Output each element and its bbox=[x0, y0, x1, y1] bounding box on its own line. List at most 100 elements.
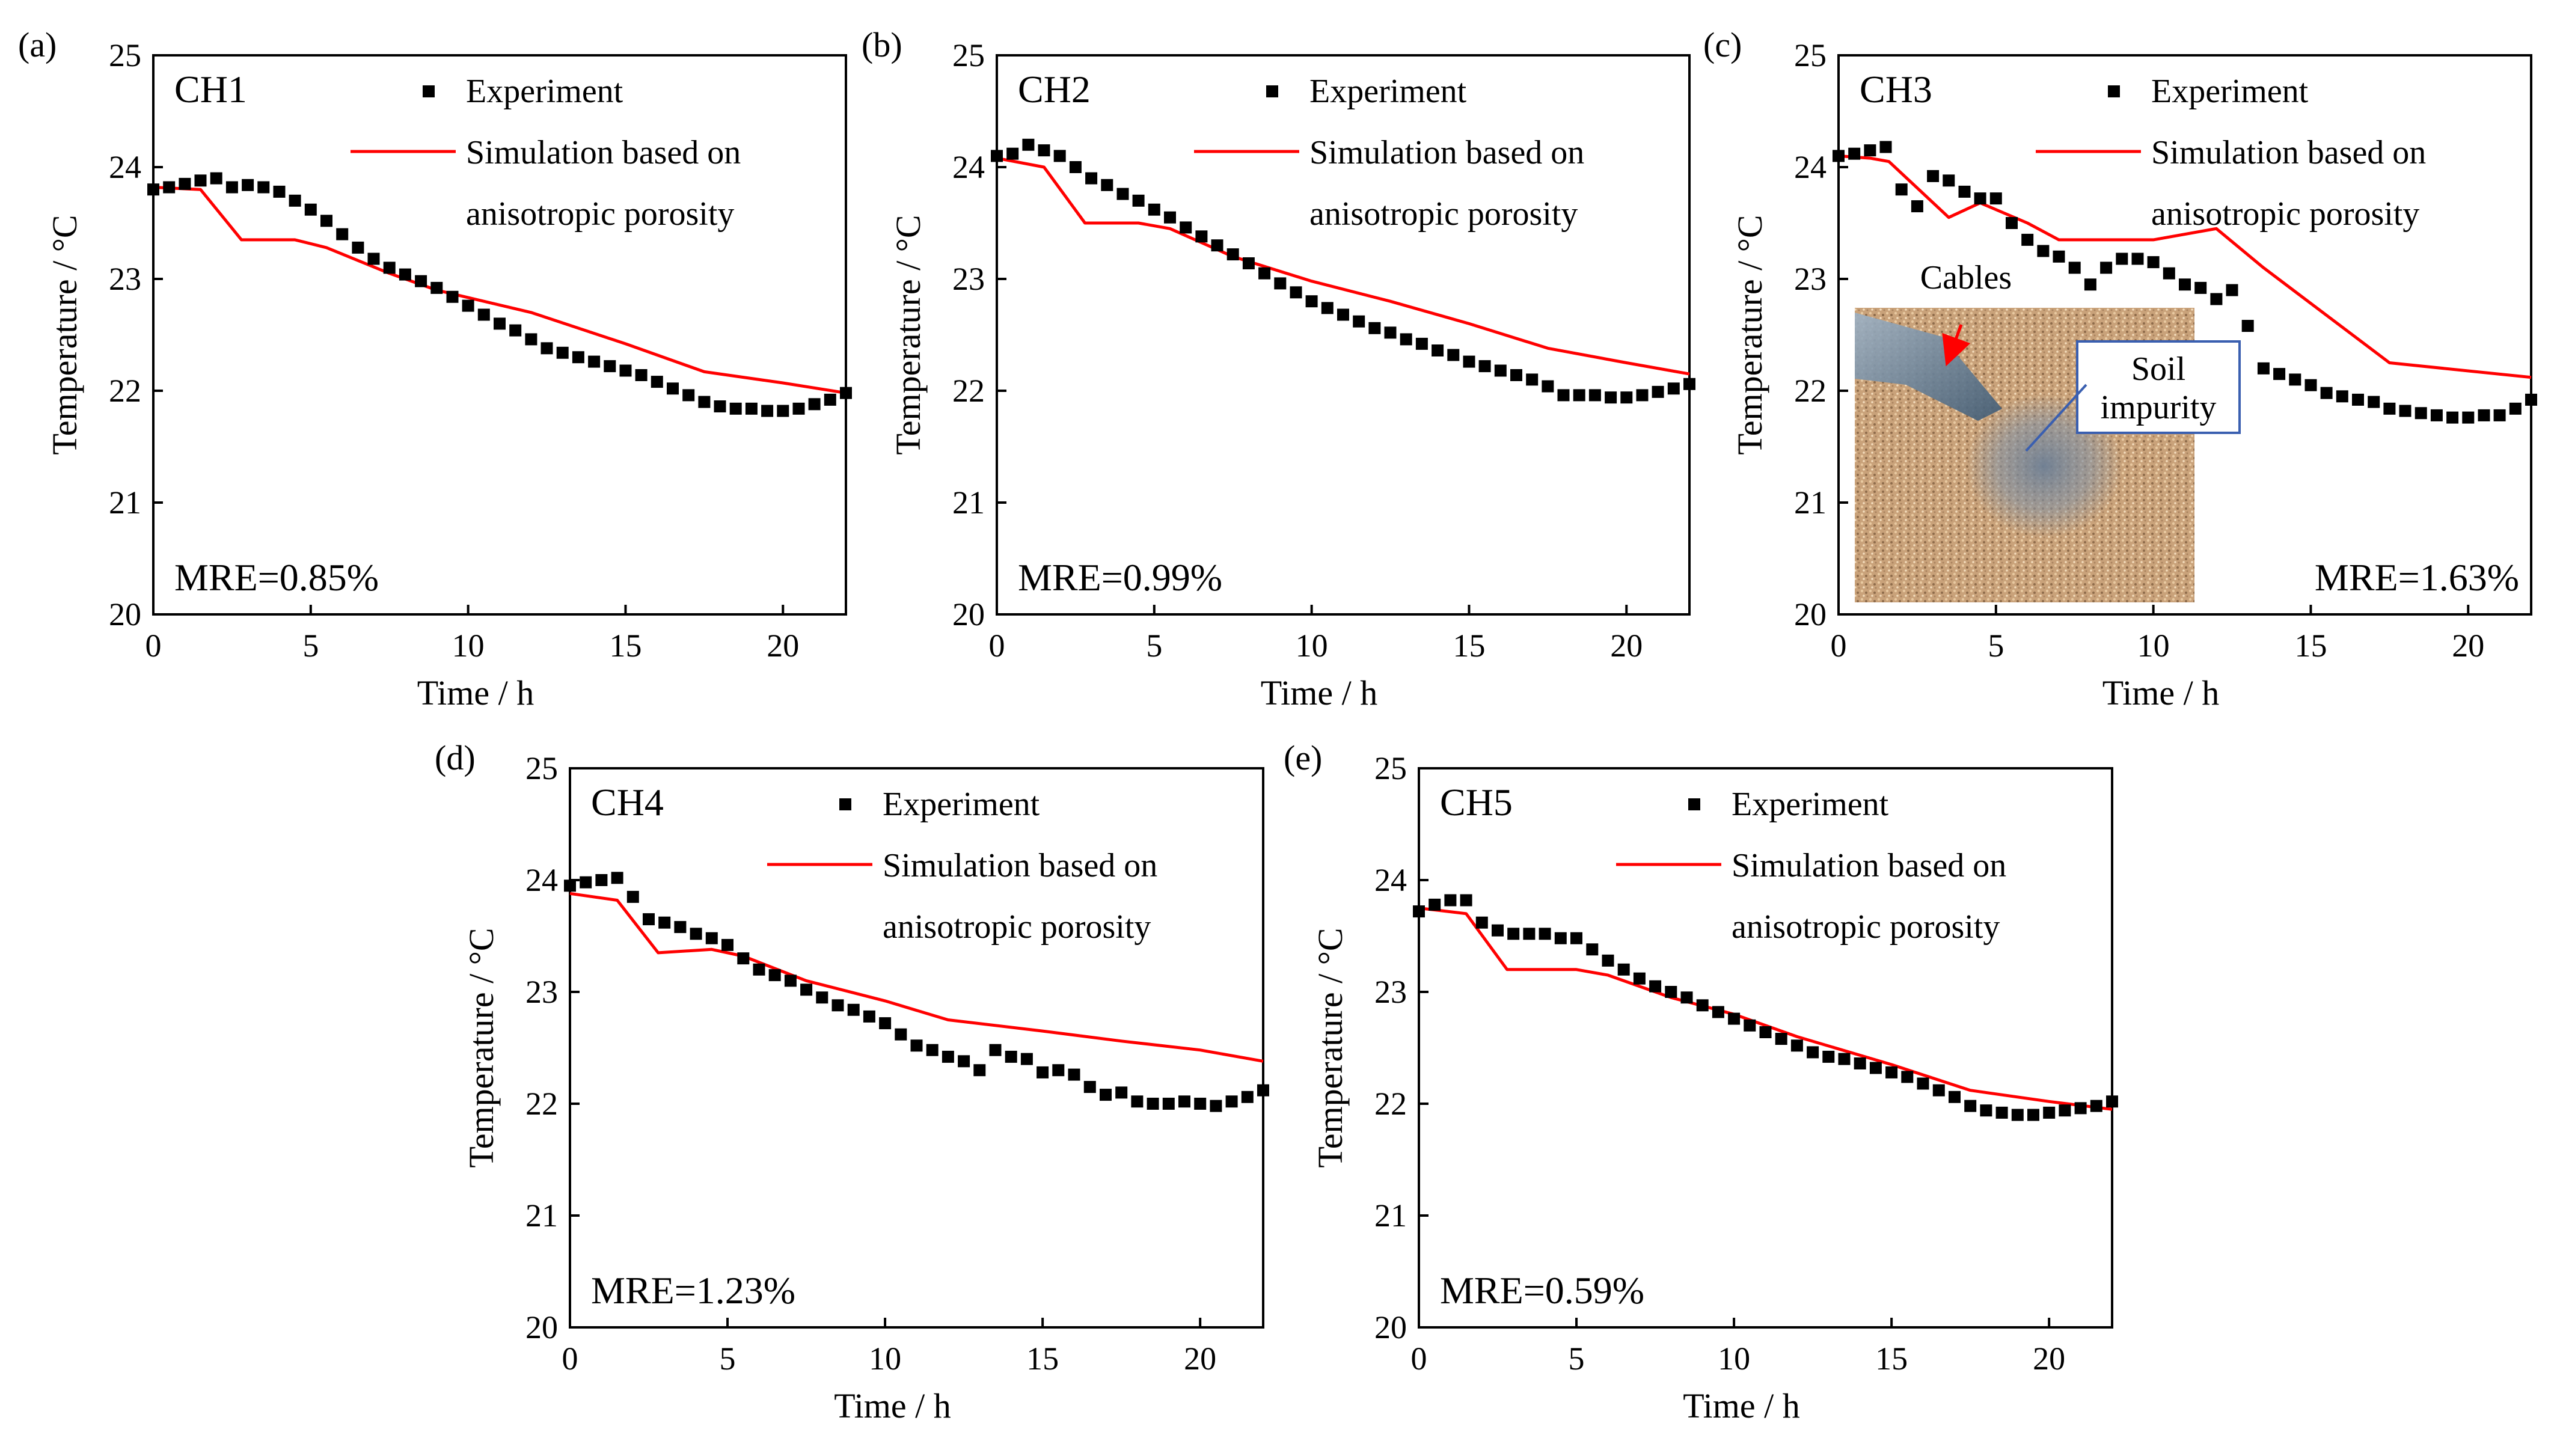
experiment-point bbox=[2368, 396, 2380, 408]
experiment-point bbox=[1895, 183, 1908, 196]
experiment-point bbox=[494, 317, 506, 330]
x-tick-label: 0 bbox=[1831, 628, 1847, 664]
legend-experiment-label: Experiment bbox=[466, 73, 623, 110]
y-tick-label: 25 bbox=[1374, 750, 1407, 786]
x-axis-label: Time / h bbox=[2102, 673, 2219, 712]
experiment-point bbox=[1833, 150, 1845, 162]
experiment-point bbox=[1885, 1066, 1898, 1078]
experiment-point bbox=[1195, 230, 1208, 243]
experiment-point bbox=[367, 252, 380, 265]
x-tick-label: 20 bbox=[1184, 1341, 1216, 1377]
experiment-point bbox=[525, 333, 537, 346]
simulation-series-line bbox=[996, 156, 1690, 376]
experiment-point bbox=[2399, 405, 2412, 417]
experiment-point bbox=[1542, 380, 1554, 393]
experiment-point bbox=[816, 991, 828, 1004]
experiment-point bbox=[1429, 898, 1441, 911]
experiment-point bbox=[2179, 278, 2191, 291]
legend-experiment-marker bbox=[2108, 85, 2120, 97]
experiment-point bbox=[1068, 1068, 1080, 1081]
x-tick-label: 0 bbox=[562, 1341, 578, 1377]
simulation-series-line bbox=[569, 892, 1264, 1063]
experiment-point bbox=[1241, 1090, 1254, 1103]
experiment-point bbox=[1432, 344, 1444, 356]
channel-title: CH4 bbox=[591, 781, 664, 824]
x-tick-label: 20 bbox=[2033, 1341, 2065, 1377]
y-tick-label: 20 bbox=[109, 596, 141, 632]
experiment-point bbox=[1554, 932, 1567, 944]
experiment-point bbox=[1400, 333, 1412, 346]
y-tick-label: 24 bbox=[1794, 149, 1827, 185]
experiment-point bbox=[2059, 1104, 2071, 1117]
experiment-point bbox=[1415, 337, 1428, 350]
experiment-point bbox=[1164, 211, 1176, 224]
y-tick-label: 24 bbox=[525, 862, 558, 898]
experiment-point bbox=[2037, 245, 2050, 257]
experiment-point bbox=[1052, 1064, 1065, 1077]
experiment-point bbox=[1964, 1100, 1977, 1112]
experiment-point bbox=[320, 215, 332, 227]
experiment-point bbox=[1570, 932, 1582, 944]
experiment-point bbox=[1444, 894, 1457, 907]
panel-label: (c) bbox=[1703, 25, 1742, 64]
experiment-point bbox=[540, 342, 553, 355]
legend-simulation-label-line2: anisotropic porosity bbox=[1732, 908, 2000, 946]
soil-label-line1: Soil bbox=[2131, 350, 2185, 388]
experiment-point bbox=[1274, 277, 1287, 290]
experiment-point bbox=[2352, 393, 2364, 406]
experiment-point bbox=[2478, 409, 2490, 421]
experiment-point bbox=[1958, 185, 1971, 198]
experiment-point bbox=[1242, 257, 1255, 269]
experiment-point bbox=[847, 1003, 860, 1016]
cables-arrow bbox=[1942, 324, 1971, 367]
experiment-point bbox=[1100, 1089, 1112, 1101]
experiment-point bbox=[2383, 402, 2396, 415]
x-tick-label: 15 bbox=[1026, 1341, 1059, 1377]
experiment-point bbox=[1943, 174, 1955, 187]
experiment-point bbox=[1526, 373, 1539, 386]
experiment-point bbox=[1822, 1050, 1835, 1063]
experiment-point bbox=[1257, 1084, 1269, 1097]
x-tick-label: 10 bbox=[1718, 1341, 1750, 1377]
experiment-point bbox=[1848, 147, 1861, 160]
experiment-point bbox=[674, 921, 687, 934]
experiment-point bbox=[1180, 221, 1192, 234]
experiment-point bbox=[273, 185, 286, 198]
experiment-point bbox=[1510, 369, 1522, 381]
experiment-point bbox=[737, 952, 750, 965]
cables-shape bbox=[1855, 313, 2002, 421]
experiment-point bbox=[2289, 373, 2301, 386]
experiment-point bbox=[257, 181, 270, 194]
experiment-point bbox=[1020, 1053, 1033, 1065]
experiment-point bbox=[564, 879, 576, 892]
experiment-point bbox=[611, 872, 623, 884]
legend-simulation-label-line1: Simulation based on bbox=[466, 134, 741, 171]
mre-annotation: MRE=0.99% bbox=[1018, 556, 1222, 599]
y-axis-label: Temperature / °C bbox=[462, 928, 501, 1167]
soil-label-line2: impurity bbox=[2101, 389, 2217, 426]
experiment-point bbox=[2011, 1109, 2024, 1121]
y-tick-label: 23 bbox=[1374, 974, 1407, 1010]
experiment-point bbox=[1226, 248, 1239, 261]
experiment-point bbox=[383, 262, 396, 274]
experiment-point bbox=[509, 324, 522, 337]
y-axis-label: Temperature / °C bbox=[1311, 928, 1350, 1167]
experiment-point bbox=[1807, 1046, 1819, 1059]
experiment-point bbox=[2100, 262, 2113, 274]
y-tick-label: 20 bbox=[1374, 1309, 1407, 1345]
legend-simulation-label-line2: anisotropic porosity bbox=[2151, 195, 2419, 233]
experiment-point bbox=[2147, 256, 2160, 269]
x-tick-label: 20 bbox=[2452, 628, 2484, 664]
panel-label: (a) bbox=[18, 25, 57, 64]
plot-frame bbox=[569, 767, 1264, 1329]
y-tick-label: 21 bbox=[1374, 1198, 1407, 1234]
experiment-point bbox=[643, 913, 655, 926]
y-tick-label: 24 bbox=[109, 149, 141, 185]
soil-impurity-box bbox=[2076, 340, 2241, 434]
experiment-point bbox=[1413, 905, 1425, 918]
y-tick-label: 21 bbox=[952, 485, 985, 521]
cables-label: Cables bbox=[1920, 259, 2012, 296]
experiment-point bbox=[761, 405, 774, 417]
x-tick-label: 5 bbox=[1569, 1341, 1585, 1377]
